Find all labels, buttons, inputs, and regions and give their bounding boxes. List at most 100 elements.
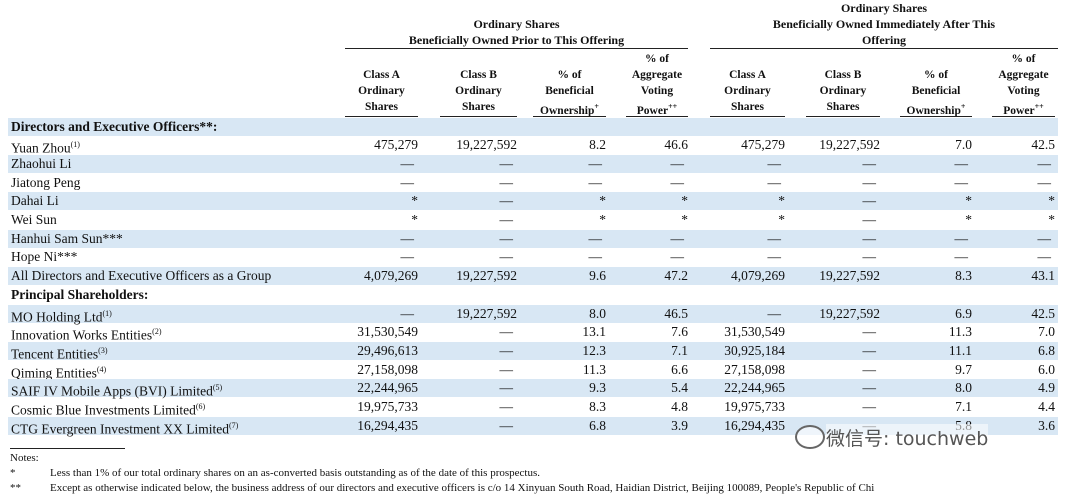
column-rule — [992, 116, 1055, 117]
cell-value: 19,227,592 — [819, 305, 880, 321]
cell-value: — — [588, 155, 603, 171]
row-name: SAIF IV Mobile Apps (BVI) Limited(5) — [11, 383, 223, 399]
row-name: Cosmic Blue Investments Limited(6) — [11, 402, 206, 418]
group-title: Ordinary Shares — [840, 1, 928, 15]
column-mark: ++ — [1034, 102, 1044, 111]
column-rule — [440, 116, 517, 117]
cell-value: * — [411, 212, 418, 227]
cell-value: — — [588, 230, 603, 246]
row-band — [8, 192, 1058, 211]
row-note: (6) — [195, 402, 206, 411]
row-note: (5) — [212, 383, 223, 393]
row-name: Zhaohui Li — [11, 155, 72, 171]
cell-value: * — [1048, 193, 1055, 209]
cell-value: 475,279 — [374, 137, 418, 153]
column-label: Ownership+ — [540, 102, 599, 117]
section-title: Directors and Executive Officers**: — [11, 118, 218, 134]
column-label: Power++ — [1003, 102, 1044, 117]
cell-value: 16,294,435 — [724, 417, 785, 433]
cell-value: — — [499, 324, 514, 340]
cell-value: 47.2 — [664, 268, 688, 284]
row-name: Wei Sun — [11, 212, 57, 227]
cell-value: — — [862, 380, 877, 396]
cell-value: — — [862, 249, 877, 265]
cell-value: 11.3 — [582, 361, 606, 377]
column-label: Voting — [640, 85, 674, 97]
cell-value: 9.7 — [955, 361, 972, 377]
column-label: Shares — [730, 101, 765, 113]
watermark: 微信号: touchweb — [826, 424, 989, 451]
cell-value: 9.6 — [589, 268, 606, 284]
note-symbol: ** — [10, 482, 21, 494]
row-band — [8, 154, 1058, 173]
cell-value: 11.1 — [948, 342, 972, 358]
cell-value: 4,079,269 — [364, 268, 418, 284]
cell-value: 3.9 — [671, 417, 688, 433]
row-name: Tencent Entities(3) — [11, 345, 108, 362]
cell-value: 19,975,733 — [724, 399, 785, 414]
cell-value: — — [862, 174, 877, 190]
cell-value: 31,530,549 — [724, 324, 785, 340]
cell-value: — — [862, 342, 877, 358]
row-note: (1) — [70, 140, 80, 150]
cell-value: 46.5 — [664, 305, 688, 321]
cell-value: 4.4 — [1038, 399, 1055, 414]
cell-value: — — [499, 174, 514, 190]
cell-value: 42.5 — [1031, 305, 1055, 321]
cell-value: 19,227,592 — [456, 268, 517, 284]
cell-value: * — [778, 193, 785, 209]
cell-value: * — [681, 212, 688, 227]
cell-value: 11.3 — [948, 324, 972, 340]
column-label: % of — [924, 69, 948, 81]
cell-value: 46.6 — [664, 137, 688, 153]
cell-value: — — [670, 174, 685, 190]
cell-value: 29,496,613 — [357, 342, 418, 358]
column-rule — [533, 116, 606, 117]
row-name: Dahai Li — [11, 193, 59, 209]
note-text: Except as otherwise indicated below, the… — [50, 482, 875, 494]
column-label: % of — [1011, 53, 1036, 65]
cell-value: — — [499, 342, 514, 358]
column-label: Class A — [729, 69, 766, 81]
column-label: Shares — [461, 101, 496, 113]
column-rule — [806, 116, 880, 117]
row-band — [8, 379, 1058, 398]
cell-value: — — [954, 249, 969, 265]
cell-value: — — [670, 230, 685, 246]
cell-value: 30,925,184 — [724, 342, 785, 358]
row-note: (1) — [102, 308, 112, 318]
cell-value: 3.6 — [1038, 417, 1055, 433]
cell-value: — — [1037, 155, 1052, 171]
row-name: Qiming Entities(4) — [11, 364, 107, 381]
row-note: (3) — [98, 345, 108, 355]
row-band — [8, 341, 1058, 360]
row-band — [8, 229, 1058, 248]
column-rule — [710, 116, 785, 117]
row-band — [8, 267, 1058, 286]
group-title: Beneficially Owned Immediately After Thi… — [772, 17, 996, 31]
cell-value: 19,227,592 — [456, 305, 517, 321]
row-band — [8, 304, 1058, 323]
cell-value: 13.1 — [582, 324, 606, 340]
column-mark: + — [594, 102, 599, 111]
cell-value: * — [411, 193, 418, 209]
cell-value: — — [400, 305, 415, 321]
cell-value: 6.0 — [1038, 361, 1055, 377]
cell-value: 22,244,965 — [724, 380, 785, 396]
cell-value: 19,227,592 — [819, 268, 880, 284]
column-label: Ordinary — [819, 85, 867, 97]
cell-value: — — [1037, 249, 1052, 265]
cell-value: 6.8 — [1038, 342, 1055, 358]
cell-value: 8.2 — [589, 137, 606, 153]
cell-value: 475,279 — [741, 137, 785, 153]
cell-value: 8.3 — [955, 268, 972, 284]
cell-value: 27,158,098 — [724, 361, 785, 377]
cell-value: 7.0 — [955, 137, 972, 153]
note-symbol: * — [10, 467, 16, 479]
cell-value: 43.1 — [1031, 268, 1055, 284]
cell-value: — — [767, 174, 782, 190]
cell-value: * — [965, 193, 972, 209]
cell-value: — — [862, 212, 877, 227]
cell-value: 7.1 — [671, 342, 688, 358]
